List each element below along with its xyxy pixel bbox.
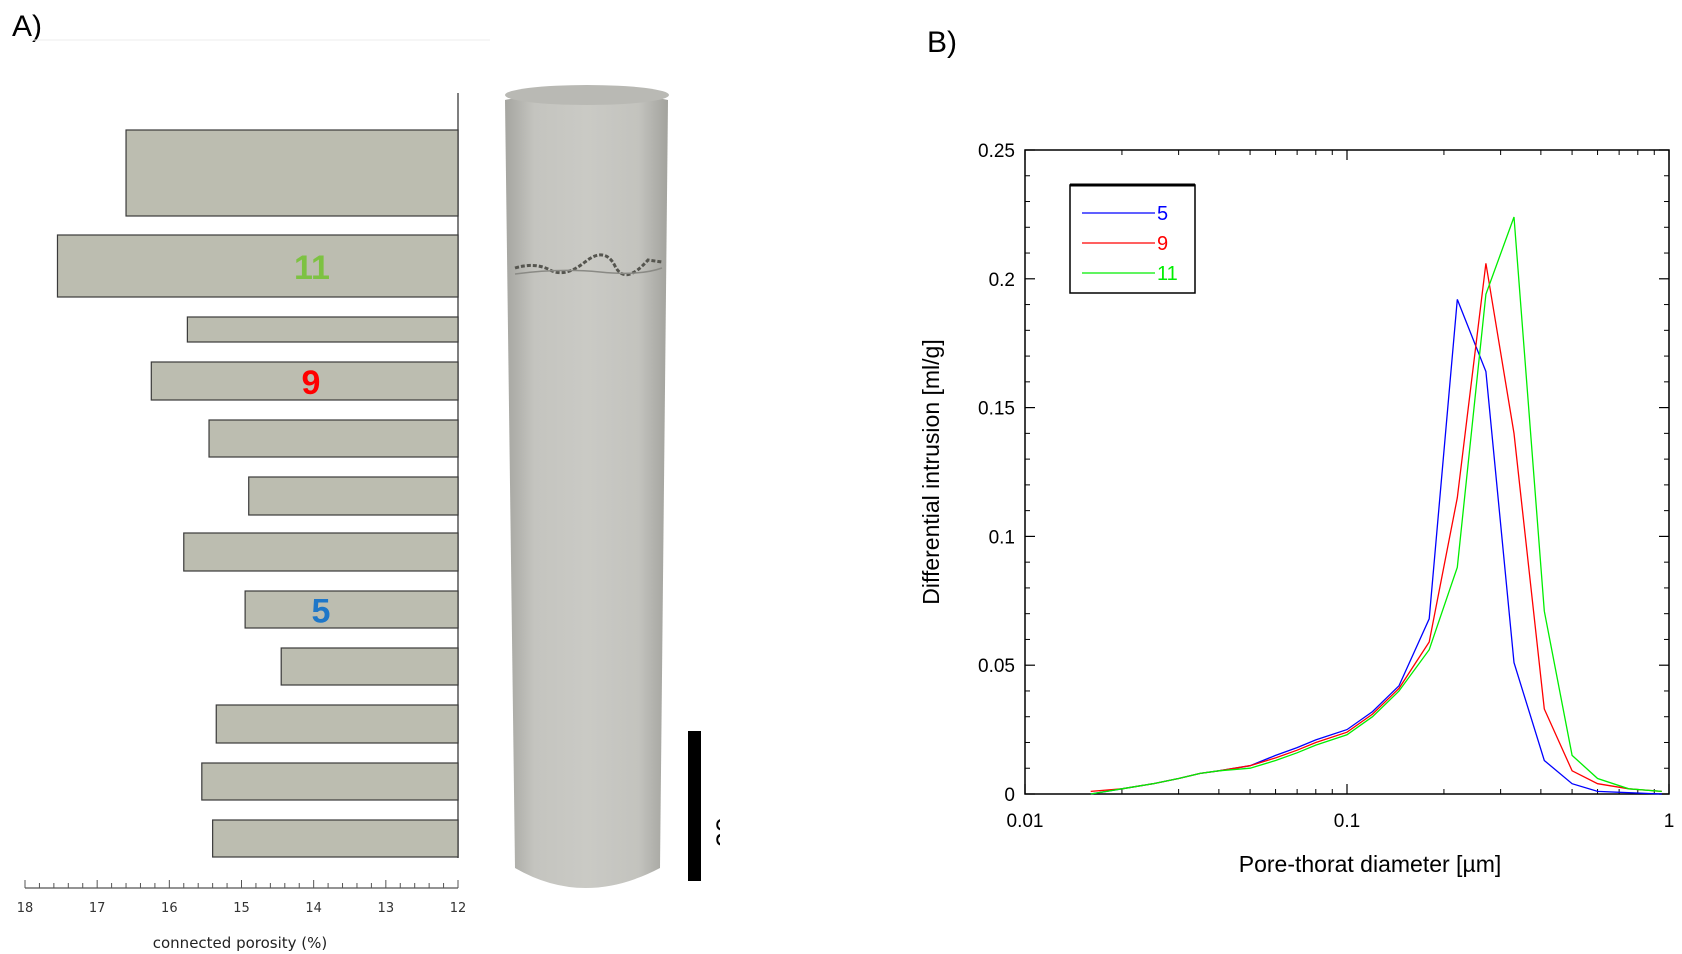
bar-sample-label: 9 [302, 364, 321, 402]
y-tick-label: 0.05 [978, 656, 1015, 677]
x-axis-label: Pore-thorat diameter [µm] [1239, 851, 1502, 877]
intrusion-series-lines [1090, 216, 1662, 795]
intrusion-axis-ticks: 0 0.05 0.1 0.15 0.2 0.25 0.01 0.1 1 [978, 141, 1674, 832]
porosity-tick-label: 14 [305, 901, 322, 916]
scale-bar [688, 731, 701, 881]
porosity-bar [280, 647, 459, 686]
bar-sample-label: 5 [312, 593, 331, 631]
porosity-tick-label: 13 [378, 901, 395, 916]
porosity-tick-label: 16 [161, 901, 178, 916]
legend-label-5: 5 [1157, 203, 1168, 225]
porosity-axis-label: connected porosity (%) [153, 934, 328, 952]
y-tick-label: 0.2 [989, 270, 1015, 291]
porosity-tick-label: 15 [233, 901, 250, 916]
y-tick-label: 0.15 [978, 399, 1015, 420]
bar-sample-label: 11 [294, 249, 330, 287]
porosity-bars [56, 129, 459, 858]
y-axis-label: Differential intrusion [ml/g] [920, 339, 944, 604]
legend-label-9: 9 [1157, 233, 1168, 255]
porosity-bar [212, 819, 459, 858]
porosity-bar [186, 316, 459, 343]
porosity-bar [183, 532, 459, 572]
porosity-tick-label: 18 [17, 901, 34, 916]
porosity-bar [201, 762, 459, 801]
y-tick-label: 0 [1004, 785, 1015, 806]
panel-a-label: A) [12, 10, 42, 43]
y-tick-label: 0.25 [978, 141, 1015, 162]
x-tick-label: 0.01 [1007, 811, 1044, 832]
porosity-tick-label: 17 [89, 901, 106, 916]
porosity-bar [248, 476, 459, 516]
panel-b-label: B) [927, 26, 957, 59]
core-fracture-line [514, 253, 663, 277]
porosity-bar [208, 419, 459, 458]
porosity-bar-labels: 11 9 5 [294, 249, 330, 631]
x-tick-label: 0.1 [1334, 811, 1360, 832]
porosity-bar [56, 234, 459, 298]
legend-label-11: 11 [1157, 263, 1178, 285]
porosity-bar [215, 704, 459, 744]
x-tick-label: 1 [1664, 811, 1675, 832]
porosity-bar-chart: 11 9 5 18 17 16 15 14 13 12 connected porosity (… [17, 39, 720, 952]
porosity-bar [150, 361, 459, 401]
intrusion-line-chart: 0 0.05 0.1 0.15 0.2 0.25 0.01 0.1 1 5 9 11 Pore-th… [920, 141, 1674, 877]
porosity-tick-label: 12 [450, 901, 467, 916]
scale-bar-label: 20 mm [711, 765, 720, 848]
porosity-bar [125, 129, 459, 217]
series-line-5 [1090, 299, 1662, 795]
y-tick-label: 0.1 [989, 527, 1015, 548]
core-sample-image [505, 85, 669, 888]
series-line-11 [1090, 216, 1662, 795]
porosity-bar [244, 590, 459, 629]
porosity-x-axis: 18 17 16 15 14 13 12 [17, 880, 467, 916]
intrusion-legend: 5 9 11 [1069, 183, 1196, 294]
